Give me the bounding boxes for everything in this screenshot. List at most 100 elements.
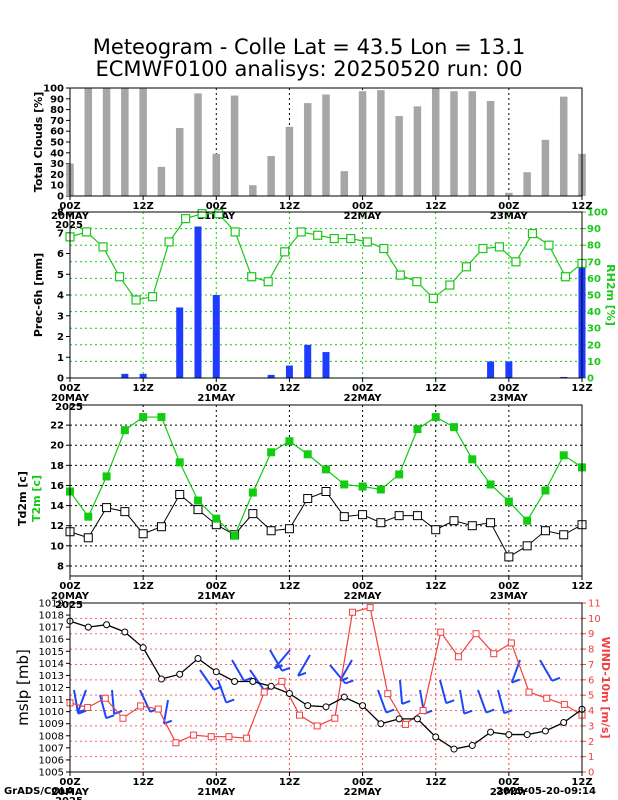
precip-bar (176, 307, 184, 378)
td2m-marker (248, 509, 258, 519)
wind-marker (472, 630, 480, 638)
y-tick-label-right: 0 (588, 768, 594, 779)
rh-marker (197, 209, 207, 219)
x-tick-label: 12Z (279, 581, 300, 592)
panel-2-frame (69, 211, 583, 379)
rh-marker (296, 227, 306, 237)
wind-barb-flag (297, 671, 307, 677)
wind-barb-flag (401, 699, 411, 705)
wind-barb-flag (77, 709, 87, 715)
mslp-marker (212, 668, 220, 676)
wind-barb (139, 689, 152, 713)
t2m-marker (120, 426, 129, 435)
rh-marker (214, 209, 224, 219)
x-tick-label: 00Z (498, 383, 519, 394)
y-tick-label-right: 100 (587, 208, 608, 219)
mslp-marker (560, 719, 568, 727)
wind-barb-flag (105, 714, 115, 720)
cloud-bar (340, 171, 349, 196)
y-tick-label-right: 11 (588, 599, 601, 610)
y-axis-label-right: RH2m [%] (604, 264, 617, 326)
cloud-bar (175, 127, 184, 196)
footer-left: GrADS/COLA (4, 786, 74, 797)
date-label: 20MAY (51, 591, 90, 602)
wind-barb (99, 694, 108, 719)
y-tick-label: 80 (50, 105, 64, 116)
precip-bar (285, 365, 293, 378)
wind-marker (207, 733, 215, 741)
x-tick-label: 12Z (425, 581, 446, 592)
y-tick-label: 12 (50, 521, 64, 532)
date-label: 23MAY (490, 787, 529, 798)
panel-4-frame (69, 602, 583, 773)
td2m-marker (394, 511, 404, 521)
t2m-marker (139, 413, 148, 422)
date-label: 21MAY (197, 393, 236, 404)
cloud-bar (358, 91, 367, 196)
wind-barb-flag (385, 708, 395, 714)
x-tick-label: 12Z (133, 383, 154, 394)
t2m-marker (376, 485, 385, 494)
wind-marker (172, 739, 180, 747)
year-label: 2025 (55, 402, 83, 413)
t2m-marker (303, 450, 312, 459)
precip-bar (560, 376, 568, 378)
wind-marker (543, 694, 551, 702)
td2m-marker (449, 516, 459, 526)
y-tick-label: 1 (57, 353, 64, 364)
cloud-bar (395, 116, 403, 196)
cloud-bar (84, 88, 93, 196)
wind-marker (190, 731, 198, 739)
y-tick-label-right: 10 (587, 357, 601, 368)
rh-marker (81, 227, 92, 237)
rh-marker (313, 230, 323, 240)
td2m-marker (321, 487, 331, 497)
t2m-marker (413, 425, 422, 434)
wind-barb-flag (243, 676, 253, 682)
t2m-marker (267, 448, 276, 457)
td2m-marker (431, 525, 441, 535)
cloud-bar (121, 88, 129, 196)
mslp-marker (432, 733, 440, 741)
mslp-marker (194, 655, 202, 663)
rh-marker (494, 242, 505, 252)
date-label: 22MAY (344, 393, 383, 404)
date-label: 20MAY (51, 787, 90, 798)
x-tick-label: 00Z (59, 581, 80, 592)
wind-marker (507, 639, 515, 647)
y-tick-label: 60 (50, 127, 64, 138)
y-tick-label: 40 (50, 148, 64, 159)
wind-marker (137, 702, 145, 710)
rh-marker (230, 227, 240, 237)
x-tick-label: 00Z (206, 383, 227, 394)
date-label: 23MAY (490, 591, 529, 602)
wind-marker (243, 734, 251, 742)
y-tick-label: 100 (43, 84, 64, 95)
year-label: 2025 (55, 796, 83, 800)
rh-marker (379, 243, 389, 254)
y-tick-label: 1018 (39, 611, 64, 622)
rh-marker (461, 262, 471, 272)
wind-barb-flag (445, 699, 455, 705)
td2m-marker (504, 552, 514, 562)
wind-marker (454, 653, 462, 661)
date-label: 22MAY (344, 787, 383, 798)
rh-marker (263, 277, 273, 287)
y-tick-label: 1013 (39, 671, 64, 682)
cloud-bar (431, 88, 440, 196)
wind-barb (539, 659, 553, 682)
mslp-marker (395, 715, 403, 723)
y-tick-label-right: 5 (588, 691, 594, 702)
x-tick-label: 12Z (279, 201, 300, 212)
y-tick-label: 1007 (39, 743, 64, 754)
x-tick-label: 00Z (498, 581, 519, 592)
t2m-marker (102, 472, 111, 481)
x-tick-label: 00Z (352, 777, 373, 788)
wind-barbs (73, 649, 561, 725)
x-tick-label: 12Z (425, 201, 446, 212)
x-tick-label: 00Z (352, 201, 373, 212)
mslp-marker (413, 715, 421, 723)
rh-marker (98, 242, 108, 252)
y-tick-label: 1011 (39, 695, 64, 706)
t2m-marker (504, 497, 513, 506)
